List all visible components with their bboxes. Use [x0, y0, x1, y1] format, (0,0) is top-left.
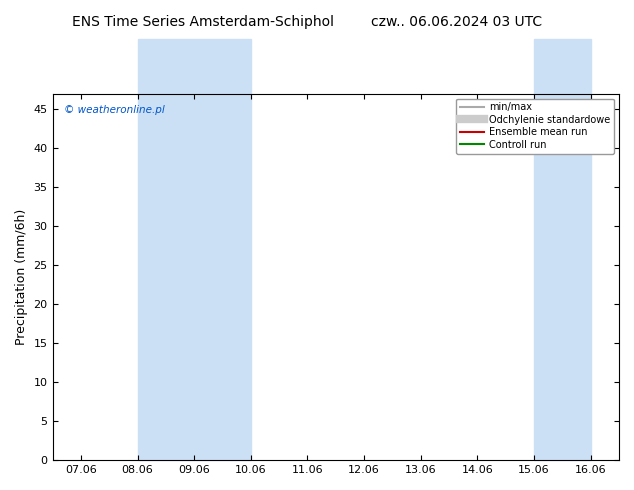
Bar	[534, 39, 591, 460]
Y-axis label: Precipitation (mm/6h): Precipitation (mm/6h)	[15, 209, 28, 345]
Text: czw.. 06.06.2024 03 UTC: czw.. 06.06.2024 03 UTC	[371, 15, 542, 29]
Bar	[138, 39, 251, 460]
Text: © weatheronline.pl: © weatheronline.pl	[64, 105, 165, 115]
Legend: min/max, Odchylenie standardowe, Ensemble mean run, Controll run: min/max, Odchylenie standardowe, Ensembl…	[456, 98, 614, 153]
Text: ENS Time Series Amsterdam-Schiphol: ENS Time Series Amsterdam-Schiphol	[72, 15, 334, 29]
